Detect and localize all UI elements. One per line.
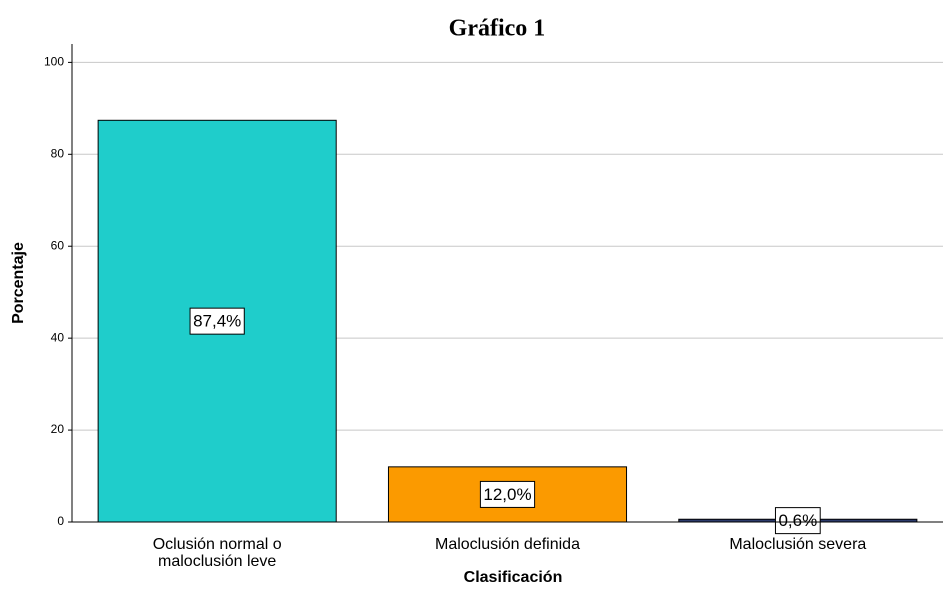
- chart-title: Gráfico 1: [449, 16, 546, 42]
- x-axis-title: Clasificación: [464, 569, 563, 586]
- y-tick-label: 0: [57, 514, 64, 528]
- value-label-box: [189, 307, 245, 335]
- x-tick-label: Maloclusión definida: [435, 536, 580, 553]
- y-tick-label: 60: [51, 238, 65, 252]
- value-label: 0,6%: [778, 511, 817, 530]
- y-axis-title: Porcentaje: [10, 242, 27, 324]
- value-label: 12,0%: [483, 485, 531, 504]
- value-label-box: [479, 480, 536, 508]
- value-label-box: [774, 507, 821, 535]
- y-tick-label: 40: [51, 330, 65, 344]
- x-tick-label: Oclusión normal o maloclusión leve: [153, 536, 282, 570]
- y-tick-label: 80: [51, 146, 65, 160]
- value-label: 87,4%: [193, 312, 241, 331]
- y-tick-label: 100: [44, 55, 64, 69]
- x-tick-label: Maloclusión severa: [729, 536, 866, 553]
- y-tick-label: 20: [51, 422, 65, 436]
